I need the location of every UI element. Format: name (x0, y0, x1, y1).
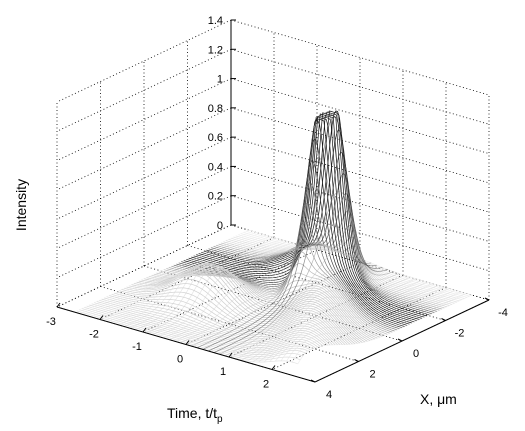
surface-line-cross (264, 284, 439, 363)
wall-grid-z (230, 78, 490, 154)
wall-grid-z2 (56, 19, 232, 103)
x-tick-label: -2 (455, 328, 465, 340)
surface-line-cross (230, 268, 405, 358)
time-tick-mark (142, 327, 147, 333)
surface-line-cross (74, 229, 249, 313)
surface-line-cross (236, 276, 411, 360)
surface-line-cross (291, 293, 467, 363)
surface-line-cross (191, 212, 366, 347)
surface-line-cross (202, 110, 377, 350)
surface-line-cross (129, 245, 305, 329)
surface-line-cross (169, 242, 344, 340)
x-tick-label: 2 (369, 369, 375, 381)
wall-grid-z2 (56, 78, 232, 161)
y-axis-label: X, μm (420, 391, 457, 407)
tick-labels: 0 0.2 0.4 0.6 0.8 1 1.2 1.4 -3 -2 -1 0 1 2 -4 -2 0 2 4 (46, 15, 508, 401)
time-tick-label: 1 (220, 366, 226, 378)
surface-line-cross (258, 283, 433, 363)
surface-line-cross (107, 239, 282, 323)
z-tick-label: 1.2 (208, 44, 223, 56)
x-tick-mark (484, 297, 490, 301)
time-tick-mark (271, 365, 276, 370)
x-tick-label: 4 (326, 389, 332, 401)
x-tick-mark (354, 359, 359, 362)
surface-line-cross (286, 291, 461, 362)
surface-line-cross (185, 238, 360, 345)
surface-line (210, 173, 435, 313)
surface-line-cross (197, 156, 372, 349)
surface-line-cross (252, 281, 428, 362)
x-tick-mark (441, 318, 446, 321)
time-tick-mark (99, 315, 104, 320)
surface-line (121, 287, 346, 345)
z-tick-label: 1 (217, 74, 223, 86)
wall-grid-z (230, 107, 490, 184)
surface-line-cross (297, 294, 472, 365)
z-tick-label: 0.8 (208, 103, 223, 115)
time-tick-label: 0 (177, 354, 183, 366)
z-tick-label: 1.4 (208, 15, 223, 27)
floor-grid-time (99, 237, 275, 320)
time-tick-mark (228, 352, 233, 358)
time-tick-mark (185, 340, 190, 345)
wall-grid-z2 (56, 136, 232, 220)
surface-line-cross (280, 289, 456, 362)
floor-grid-time (142, 249, 318, 333)
surface-line-cross (96, 236, 271, 319)
surface-line-cross (79, 231, 254, 314)
time-tick-label: -2 (89, 329, 99, 341)
wall-grid-z2 (56, 224, 232, 308)
time-tick-label: -1 (132, 341, 142, 353)
surface-line-cross (118, 242, 294, 326)
z-tick-label: 0 (217, 220, 223, 232)
wall-grid-z2 (56, 107, 232, 191)
x-tick-label: 0 (413, 348, 419, 360)
z-tick-label: 0.4 (208, 161, 223, 173)
surface-line-cross (124, 243, 299, 327)
z-tick-label: 0.6 (208, 132, 223, 144)
wall-grid-z2 (56, 48, 232, 132)
x-axis-label-subscript: p (217, 414, 223, 425)
surface-line-cross (90, 234, 266, 318)
surface-line-cross (174, 243, 349, 342)
wall-grid-z2 (56, 166, 232, 249)
surface-line-cross (275, 288, 450, 362)
z-axis-label: Intensity (13, 179, 29, 231)
x-axis-label-main: Time, t/t (167, 405, 217, 421)
x-tick-mark (310, 379, 316, 383)
z-tick-label: 0.2 (208, 191, 223, 203)
wall-grid-z2 (56, 195, 232, 279)
surface-line-cross (135, 246, 310, 331)
time-tick-label: 2 (263, 379, 269, 391)
surface-line-cross (219, 190, 394, 355)
surface-line-cross (241, 278, 417, 361)
time-tick-label: -3 (46, 316, 56, 328)
axes (56, 19, 490, 383)
x-tick-mark (397, 338, 403, 342)
time-tick-mark (56, 302, 61, 308)
x-axis-label: Time, t/tp (167, 405, 223, 425)
x-tick-label: -4 (498, 307, 508, 319)
surface-plot (74, 110, 472, 365)
surface-line-cross (247, 279, 422, 362)
surface-line-cross (85, 232, 260, 316)
floor-grid-time (271, 287, 447, 370)
surface-line-cross (224, 243, 400, 357)
surface-line-cross (113, 240, 288, 324)
surface-line-cross (213, 117, 389, 353)
surface-line-cross (269, 286, 444, 362)
